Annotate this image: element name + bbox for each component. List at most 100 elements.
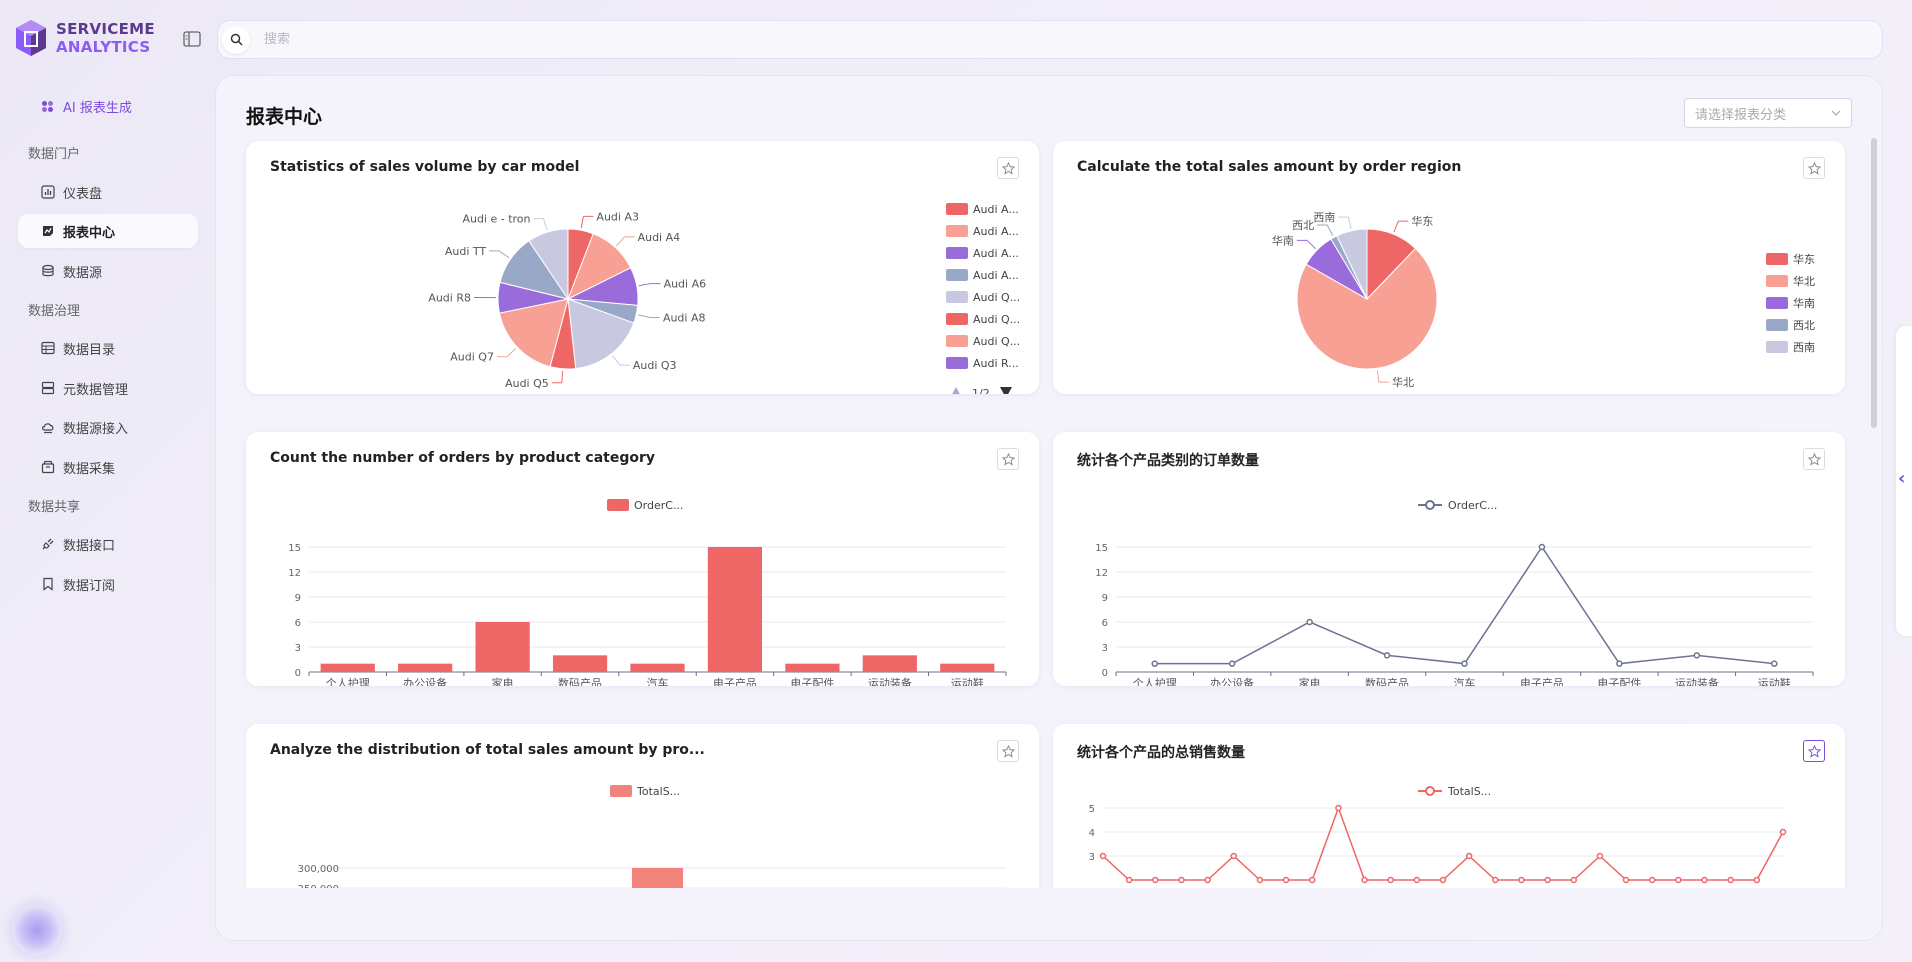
- legend-marker: [1425, 500, 1435, 510]
- pie-label-line: [533, 218, 548, 231]
- legend-page: 1/2: [972, 387, 990, 394]
- scrollbar-thumb[interactable]: [1871, 138, 1877, 428]
- bar-chart-orders: OrderC... 0 3 6 9 12 15 个人护理 办公设备 家电 数码产品 汽车 电子产品 电子配…: [288, 499, 1007, 686]
- sidebar-item-data-catalog[interactable]: 数据目录: [18, 331, 198, 365]
- pie-label-line: [638, 283, 661, 287]
- report-card-region[interactable]: Calculate the total sales amount by orde…: [1053, 141, 1845, 394]
- legend-swatch: [1766, 297, 1788, 309]
- pie-label-line: [1338, 216, 1352, 229]
- data-point: [1256, 876, 1264, 884]
- legend-swatch: [946, 225, 968, 237]
- data-point: [1465, 852, 1473, 860]
- y-tick-label: 9: [1102, 593, 1108, 604]
- select-placeholder: 请选择报表分类: [1695, 107, 1787, 123]
- favorite-button[interactable]: [1803, 740, 1825, 762]
- legend-next-icon: [1000, 387, 1012, 394]
- y-tick-label: 0: [295, 668, 301, 679]
- right-panel-handle[interactable]: ‹: [1896, 326, 1912, 636]
- sidebar-item-label: 元数据管理: [63, 382, 129, 398]
- favorite-button[interactable]: [997, 740, 1019, 762]
- sidebar-item-dashboard[interactable]: 仪表盘: [18, 175, 198, 209]
- cloud-icon: [40, 420, 55, 435]
- sidebar-item-datasource[interactable]: 数据源: [18, 254, 198, 288]
- x-tick-label: 汽车: [647, 676, 669, 686]
- sidebar-item-label: 报表中心: [63, 225, 116, 241]
- search-icon: [230, 33, 243, 46]
- x-tick-label: 个人护理: [1133, 676, 1177, 686]
- y-tick-label: 3: [1102, 643, 1108, 654]
- sidebar-item-datasource-access[interactable]: 数据源接入: [18, 410, 198, 444]
- favorite-button[interactable]: [997, 448, 1019, 470]
- legend-label: 华北: [1793, 274, 1815, 288]
- pie-label: 华东: [1411, 214, 1433, 228]
- favorite-button[interactable]: [1803, 448, 1825, 470]
- sidebar-item-label: 数据接口: [63, 538, 116, 554]
- data-point: [1771, 660, 1778, 667]
- pie-label: 华北: [1392, 375, 1414, 389]
- sidebar-item-data-subscription[interactable]: 数据订阅: [18, 567, 198, 601]
- sidebar-item-label: 数据源接入: [63, 421, 129, 437]
- y-tick-label: 6: [1102, 618, 1108, 629]
- y-tick-label: 3: [1089, 852, 1095, 863]
- search-input[interactable]: [264, 32, 864, 47]
- search-button[interactable]: [222, 25, 250, 54]
- favorite-button[interactable]: [997, 157, 1019, 179]
- sidebar-item-data-api[interactable]: 数据接口: [18, 527, 198, 561]
- data-point: [1492, 876, 1499, 884]
- data-point: [1151, 660, 1158, 667]
- pie-label: Audi Q5: [505, 377, 549, 390]
- y-tick-label: 15: [288, 543, 301, 554]
- pie-label-line: [1376, 370, 1390, 383]
- star-icon: [1807, 744, 1821, 758]
- page-title: 报表中心: [246, 106, 323, 128]
- report-card-car-model[interactable]: Statistics of sales volume by car model …: [246, 141, 1039, 394]
- pie-slice: [567, 298, 635, 370]
- pie-label-line: [489, 250, 510, 259]
- data-point: [1648, 876, 1656, 884]
- sidebar-item-report-center[interactable]: 报表中心: [18, 214, 198, 248]
- sidebar-toggle-icon[interactable]: [183, 31, 201, 47]
- data-point: [1616, 660, 1623, 667]
- pie-label: Audi Q3: [633, 359, 677, 372]
- pie-label-line: [496, 348, 517, 358]
- star-icon: [1001, 744, 1015, 758]
- bar: [785, 663, 840, 672]
- legend-swatch: [1766, 253, 1788, 265]
- sidebar-item-label: 数据源: [63, 265, 103, 281]
- bar: [707, 547, 763, 672]
- legend-swatch: [607, 499, 629, 511]
- star-icon: [1001, 161, 1015, 175]
- report-card-orders-line[interactable]: 统计各个产品类别的订单数量 OrderC... 0 3 6 9 12 15 个人护理 办公设备 家…: [1053, 432, 1845, 686]
- data-point: [1779, 828, 1787, 836]
- pie-label: 西北: [1292, 219, 1314, 232]
- legend-label: Audi Q...: [973, 313, 1020, 326]
- legend-swatch: [946, 357, 968, 369]
- data-point: [1282, 876, 1290, 884]
- pie-label-line: [1393, 220, 1409, 233]
- sidebar-item-data-collection[interactable]: 数据采集: [18, 450, 198, 484]
- y-tick-label: 0: [1102, 668, 1108, 679]
- data-point: [1306, 618, 1313, 626]
- favorite-button[interactable]: [1803, 157, 1825, 179]
- scrollbar[interactable]: [1871, 138, 1877, 928]
- sidebar-item-ai-report[interactable]: AI 报表生成: [18, 89, 198, 123]
- sidebar-section-portal: 数据门户: [28, 147, 81, 162]
- pie-chart-car-model: Audi A3 Audi A4 Audi A6 Audi A8 Audi Q3 Audi …: [428, 203, 1020, 394]
- report-card-orders-bar[interactable]: Count the number of orders by product ca…: [246, 432, 1039, 686]
- sidebar-section-sharing: 数据共享: [28, 500, 81, 515]
- sidebar-item-label: 数据采集: [63, 461, 116, 477]
- viewport-bottom-edge: [216, 888, 1882, 940]
- x-tick-label: 运动装备: [1675, 676, 1719, 686]
- bookmark-icon: [40, 577, 55, 592]
- data-point: [1753, 876, 1761, 884]
- x-tick-label: 家电: [492, 676, 514, 686]
- sidebar-item-metadata[interactable]: 元数据管理: [18, 371, 198, 405]
- legend-swatch: [610, 785, 632, 797]
- assistant-orb-button[interactable]: [12, 905, 62, 955]
- x-tick-label: 数码产品: [558, 676, 602, 686]
- card-title: Statistics of sales volume by car model: [270, 159, 580, 175]
- legend-label: 华东: [1793, 252, 1815, 266]
- bar: [862, 655, 917, 672]
- report-category-select[interactable]: 请选择报表分类: [1684, 98, 1852, 128]
- legend-label: OrderC...: [1448, 499, 1497, 512]
